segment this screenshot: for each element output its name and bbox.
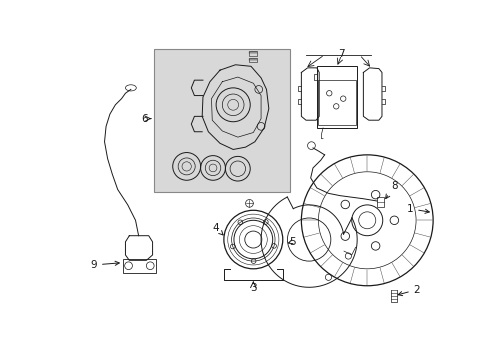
Bar	[249, 58, 257, 62]
Text: 3: 3	[249, 283, 256, 293]
Text: 6: 6	[141, 114, 148, 123]
Text: 7: 7	[338, 49, 344, 59]
Bar	[249, 51, 257, 55]
Text: 5: 5	[288, 237, 295, 247]
Text: 8: 8	[385, 181, 397, 199]
Bar	[376, 197, 383, 207]
Bar	[154, 49, 289, 192]
Text: 1: 1	[406, 204, 428, 214]
Bar	[123, 259, 155, 273]
Text: 4: 4	[212, 223, 223, 235]
Bar	[318, 80, 355, 125]
Text: 9: 9	[90, 260, 119, 270]
Bar	[316, 66, 356, 128]
Text: 2: 2	[397, 285, 420, 296]
